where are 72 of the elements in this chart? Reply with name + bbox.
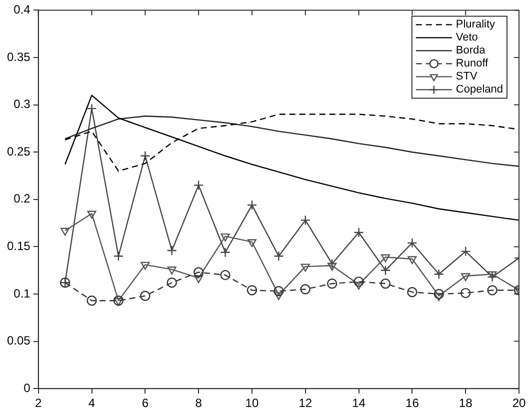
point: [354, 282, 364, 290]
point: [60, 228, 70, 236]
point: [86, 103, 97, 114]
y-tick-label: 0: [24, 380, 31, 395]
x-tick-label: 6: [142, 396, 149, 410]
point: [167, 266, 176, 275]
y-tick-label: 0.35: [6, 50, 31, 64]
y-tick-label: 0.1: [14, 286, 31, 300]
point: [193, 180, 204, 190]
point: [408, 256, 417, 264]
legend-label: Runoff: [456, 58, 490, 70]
point: [434, 293, 444, 301]
point: [86, 296, 97, 306]
point: [220, 247, 230, 258]
point: [407, 238, 418, 248]
point: [380, 254, 390, 262]
point: [274, 292, 284, 300]
point: [326, 258, 338, 269]
legend-label: Plurality: [456, 18, 496, 31]
point: [247, 239, 256, 248]
point: [461, 273, 470, 282]
x-tick-label: 2: [35, 396, 42, 410]
y-tick-label: 0.25: [6, 144, 31, 158]
legend-label: STV: [456, 70, 478, 83]
point: [407, 287, 418, 298]
point: [434, 269, 444, 280]
y-tick-label: 0.3: [14, 97, 31, 112]
point: [87, 210, 96, 219]
point: [246, 285, 258, 296]
y-tick-label: 0.4: [14, 2, 31, 17]
legend-label: Borda: [456, 44, 486, 57]
point: [460, 246, 471, 257]
y-tick-label: 0.05: [6, 334, 31, 348]
point: [113, 251, 124, 262]
x-tick-label: 20: [512, 396, 526, 410]
point: [194, 275, 204, 284]
point: [300, 284, 310, 294]
point: [193, 267, 204, 278]
point: [326, 278, 338, 289]
x-tick-label: 16: [406, 396, 420, 410]
x-tick-label: 18: [458, 396, 473, 410]
point: [380, 265, 391, 276]
point: [274, 286, 284, 296]
legend-label: Veto: [456, 32, 478, 44]
point: [300, 215, 310, 226]
point: [434, 288, 444, 300]
x-tick-label: 4: [88, 396, 96, 410]
y-tick-label: 0.15: [6, 239, 31, 254]
point: [354, 276, 364, 287]
legend-label: Copeland: [456, 84, 503, 96]
point: [274, 251, 284, 262]
point: [220, 270, 230, 280]
point: [246, 200, 258, 210]
point: [354, 227, 364, 238]
point: [166, 245, 177, 256]
point: [328, 262, 337, 271]
point: [300, 264, 310, 272]
point: [460, 288, 471, 298]
x-tick-label: 10: [245, 396, 259, 410]
point: [380, 278, 391, 289]
x-tick-label: 12: [298, 396, 312, 410]
point: [488, 271, 497, 280]
point: [487, 285, 498, 296]
y-tick-label: 0.2: [14, 192, 31, 206]
x-tick-label: 14: [352, 396, 366, 410]
point: [220, 233, 230, 242]
point: [140, 290, 150, 301]
point: [140, 262, 150, 270]
x-tick-label: 8: [195, 396, 202, 410]
point: [166, 278, 177, 288]
point: [140, 150, 150, 161]
point: [487, 272, 498, 282]
